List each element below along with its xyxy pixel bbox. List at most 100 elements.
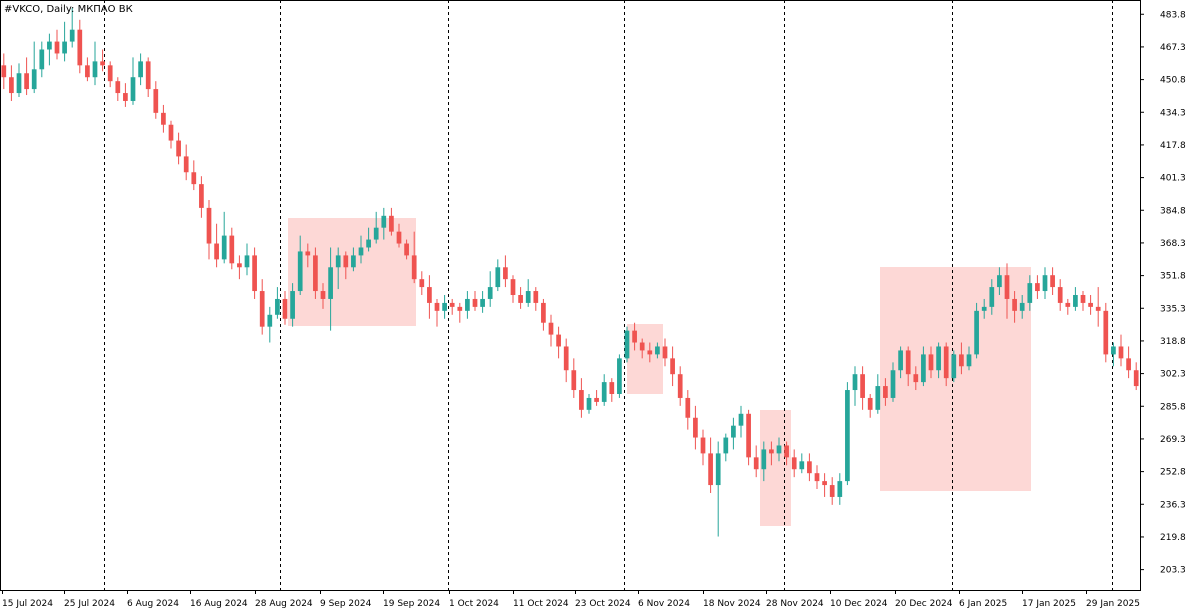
candle xyxy=(936,342,941,379)
candle-body xyxy=(389,215,394,232)
candle xyxy=(313,247,318,299)
candle xyxy=(875,374,881,414)
candle-body xyxy=(1126,358,1131,371)
y-tick-label: 252.8 xyxy=(1160,468,1186,478)
y-tick-label: 335.3 xyxy=(1160,304,1186,314)
candle-body xyxy=(503,267,508,280)
candle-body xyxy=(39,49,45,70)
candle-body xyxy=(898,350,903,371)
candle-body xyxy=(662,346,668,359)
candle-body xyxy=(822,481,827,486)
candle-body xyxy=(875,386,881,410)
candle xyxy=(297,235,303,295)
candle-body xyxy=(1,65,7,78)
candle xyxy=(784,441,789,466)
candle-body xyxy=(769,449,774,454)
candle-body xyxy=(92,61,98,78)
candle-body xyxy=(753,457,759,470)
candle-body xyxy=(799,461,805,470)
candle-body xyxy=(54,41,60,54)
candle-body xyxy=(411,255,417,280)
candle-body xyxy=(1080,295,1086,303)
candle-body xyxy=(655,346,660,355)
candle-body xyxy=(480,298,485,307)
candle-body xyxy=(579,390,584,410)
candle xyxy=(655,342,660,359)
y-tick-label: 368.3 xyxy=(1160,239,1186,249)
candle-body xyxy=(525,291,531,303)
candle xyxy=(974,302,979,359)
x-tick-label: 1 Oct 2024 xyxy=(449,599,499,609)
x-tick-label: 25 Jul 2024 xyxy=(64,599,115,609)
candle-body xyxy=(100,61,105,66)
candle-body xyxy=(47,41,52,50)
candle xyxy=(776,437,782,462)
candle xyxy=(1065,298,1071,315)
candle xyxy=(837,473,843,505)
candle xyxy=(1035,275,1040,299)
candle-body xyxy=(1042,275,1048,292)
candle xyxy=(966,346,972,371)
candle-body xyxy=(594,397,599,402)
x-tick-label: 17 Jan 2025 xyxy=(1022,599,1076,609)
candle-body xyxy=(1118,346,1124,359)
candle xyxy=(814,465,820,490)
candle-body xyxy=(518,295,523,303)
candle-body xyxy=(1111,346,1116,355)
candle xyxy=(670,346,675,387)
candle-body xyxy=(328,267,333,299)
y-tick-label: 302.3 xyxy=(1160,370,1186,380)
candle xyxy=(556,326,561,359)
candle xyxy=(548,314,554,347)
candle xyxy=(617,354,622,398)
candle-body xyxy=(974,310,979,355)
candle-body xyxy=(419,279,425,288)
candle xyxy=(799,453,805,474)
candle xyxy=(221,211,227,264)
candle xyxy=(1027,275,1033,311)
candle xyxy=(525,279,531,307)
y-tick-label: 450.8 xyxy=(1160,76,1186,86)
candle-body xyxy=(776,445,782,454)
candle xyxy=(373,211,379,244)
candle xyxy=(487,271,493,307)
candle xyxy=(981,298,987,319)
candle xyxy=(867,393,873,418)
candle xyxy=(457,302,463,323)
candle xyxy=(518,287,523,309)
candle-body xyxy=(457,306,463,311)
x-tick-label: 23 Oct 2024 xyxy=(575,599,631,609)
candle-body xyxy=(814,473,820,482)
candle-body xyxy=(738,413,744,426)
candle xyxy=(434,298,440,327)
candle xyxy=(700,429,706,466)
candle xyxy=(1050,267,1055,295)
y-tick-label: 434.3 xyxy=(1160,108,1186,118)
candle xyxy=(115,77,121,101)
candle xyxy=(229,227,235,270)
candle xyxy=(609,378,615,402)
candle xyxy=(282,291,288,325)
candle-body xyxy=(928,354,934,371)
candle xyxy=(1095,287,1101,327)
candle xyxy=(267,306,273,343)
candle xyxy=(822,473,827,497)
candle-body xyxy=(107,65,113,82)
x-tick-label: 28 Aug 2024 xyxy=(255,599,313,609)
candle xyxy=(381,207,387,240)
highlight-zone-4 xyxy=(880,267,1031,491)
candle-body xyxy=(715,453,721,486)
candle xyxy=(586,393,592,414)
y-tick-label: 269.3 xyxy=(1160,435,1186,445)
candle xyxy=(16,63,22,98)
candle-body xyxy=(548,322,554,335)
candle-body xyxy=(586,397,592,410)
candle xyxy=(320,283,326,309)
y-tick-label: 483.8 xyxy=(1160,10,1186,20)
candle-body xyxy=(267,314,273,327)
x-tick-label: 20 Dec 2024 xyxy=(895,599,953,609)
candle xyxy=(1019,295,1025,319)
candle-body xyxy=(1133,370,1139,387)
y-tick-label: 401.3 xyxy=(1160,174,1186,184)
candle-body xyxy=(860,374,865,398)
